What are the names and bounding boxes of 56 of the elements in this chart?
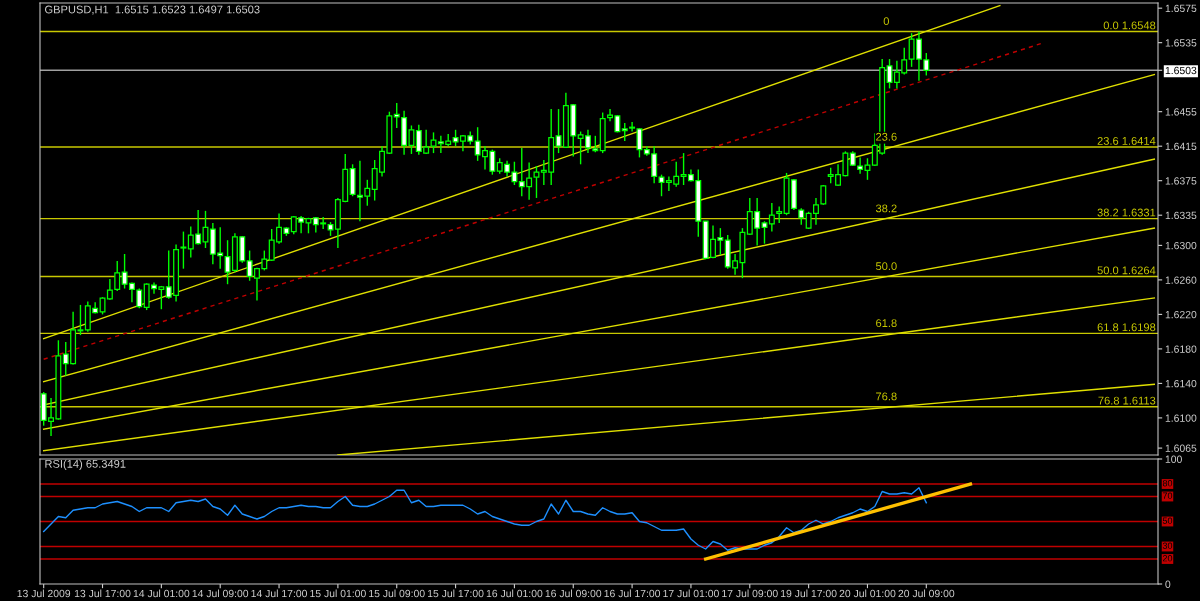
annotation: 38.2 [875,204,897,213]
ref-line-label: 50 [1162,517,1173,524]
annotation: 23.6 [876,132,897,141]
x-tick-label: 13 Jul 17:00 [74,589,131,598]
y-tick-label: 1.6455 [1165,108,1197,116]
y-tick-label: 1.6065 [1165,444,1197,452]
y-tick-label: 1.6503 [1165,66,1197,75]
x-tick-label: 15 Jul 09:00 [369,589,425,598]
annotation: 76.8 [876,392,897,401]
y-tick-label: 1.6220 [1165,310,1197,319]
y-tick-label: 1.6100 [1165,414,1197,422]
ref-line-label: 30 [1162,542,1173,549]
x-tick-label: 20 Jul 01:00 [839,589,896,598]
ref-line-label: 38.2 1.6331 [1097,208,1156,217]
y-tick-label: 1.6375 [1165,177,1197,185]
candlestick [768,202,775,233]
x-tick-label: 13 Jul 2009 [17,589,71,598]
y-tick-label: 1.6335 [1165,211,1197,220]
y-tick-label: 1.6260 [1165,276,1197,284]
candlestick [180,230,187,270]
candlestick [136,287,143,310]
candlestick [114,260,121,292]
x-tick-label: 15 Jul 01:00 [310,589,366,598]
ref-line-label: 61.8 1.6198 [1097,323,1156,332]
y-tick-label: 1.6415 [1165,142,1197,151]
x-tick-label: 16 Jul 09:00 [545,589,602,598]
x-tick-label: 19 Jul 17:00 [781,589,837,598]
y-tick-label: 0 [1165,580,1171,588]
x-tick-label: 17 Jul 09:00 [722,589,778,598]
x-tick-label: 20 Jul 09:00 [898,589,955,598]
annotation: 61.8 [876,319,897,328]
chart-title: GBPUSD,H1 1.6515 1.6523 1.6497 1.6503 [45,5,260,15]
x-tick-label: 16 Jul 17:00 [604,589,661,598]
x-tick-label: 15 Jul 17:00 [427,589,484,598]
ref-line-label: 20 [1162,555,1173,562]
y-tick-label: 1.6180 [1165,345,1197,353]
y-tick-label: 1.6535 [1165,39,1197,47]
ref-line-label: 70 [1162,492,1173,499]
x-tick-label: 17 Jul 01:00 [663,589,719,598]
ref-line-label: 76.8 1.6113 [1098,396,1156,405]
x-tick-label: 14 Jul 17:00 [251,589,308,598]
y-tick-label: 100 [1165,455,1182,463]
line-series [42,487,928,551]
ref-line-label: 80 [1162,480,1173,487]
chart-title: RSI(14) 65.3491 [45,459,126,470]
annotation: 0 [883,17,889,26]
x-tick-label: 16 Jul 01:00 [486,589,543,598]
annotation: 50.0 [875,262,897,271]
ref-line-label: 50.0 1.6264 [1097,266,1156,275]
ref-line-label: 23.6 1.6414 [1097,136,1156,145]
y-tick-label: 1.6140 [1165,379,1197,388]
x-tick-label: 14 Jul 01:00 [133,589,190,598]
x-tick-label: 14 Jul 09:00 [192,589,249,598]
y-tick-label: 1.6300 [1165,241,1197,250]
y-tick-label: 1.6575 [1165,4,1197,13]
ref-line-label: 0.0 1.6548 [1103,21,1156,30]
